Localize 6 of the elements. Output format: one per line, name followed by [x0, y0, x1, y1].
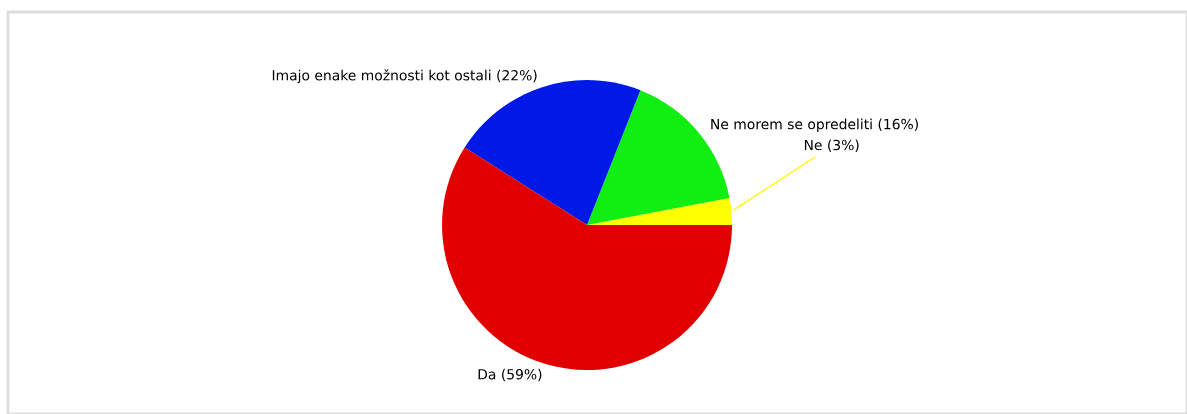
slice-label: Ne (3%) — [804, 139, 859, 152]
pie-slice — [587, 90, 730, 226]
slice-label: Imajo enake možnosti kot ostali (22%) — [272, 69, 537, 84]
slice-label: Da (59%) — [478, 368, 542, 382]
slice-label: Ne morem se opredeliti (16%) — [711, 118, 918, 133]
pie-slice — [587, 197, 733, 226]
